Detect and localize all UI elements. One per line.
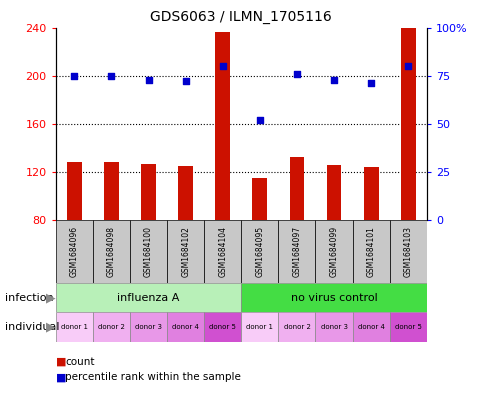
Point — [366, 80, 374, 86]
Text: donor 5: donor 5 — [394, 324, 421, 330]
Text: donor 3: donor 3 — [320, 324, 347, 330]
Bar — [166, 220, 204, 283]
Text: ▶: ▶ — [46, 321, 56, 334]
Bar — [215, 32, 230, 220]
Text: donor 3: donor 3 — [135, 324, 162, 330]
Bar — [67, 162, 82, 220]
Title: GDS6063 / ILMN_1705116: GDS6063 / ILMN_1705116 — [150, 10, 332, 24]
Text: GSM1684103: GSM1684103 — [403, 226, 412, 277]
Text: GSM1684096: GSM1684096 — [70, 226, 79, 277]
Bar — [130, 312, 166, 342]
Bar — [315, 220, 352, 283]
Point — [144, 76, 152, 83]
Text: ■: ■ — [56, 372, 66, 382]
Bar — [93, 312, 130, 342]
Bar — [352, 312, 389, 342]
Bar — [326, 165, 341, 220]
Text: GSM1684097: GSM1684097 — [292, 226, 301, 277]
Point — [70, 72, 78, 79]
Bar — [204, 312, 241, 342]
Point — [404, 63, 411, 69]
Bar — [56, 220, 93, 283]
Bar — [141, 163, 156, 220]
Text: infection: infection — [5, 293, 53, 303]
Bar — [204, 220, 241, 283]
Bar — [389, 312, 426, 342]
Bar — [93, 220, 130, 283]
Text: GSM1684099: GSM1684099 — [329, 226, 338, 277]
Text: donor 2: donor 2 — [283, 324, 310, 330]
Point — [218, 63, 226, 69]
Text: donor 4: donor 4 — [172, 324, 198, 330]
Text: GSM1684104: GSM1684104 — [218, 226, 227, 277]
Text: no virus control: no virus control — [290, 293, 377, 303]
Text: GSM1684101: GSM1684101 — [366, 226, 375, 277]
Bar — [241, 283, 426, 312]
Bar — [130, 220, 166, 283]
Bar — [241, 312, 278, 342]
Bar — [278, 312, 315, 342]
Bar — [166, 312, 204, 342]
Text: GSM1684102: GSM1684102 — [181, 226, 190, 277]
Bar — [389, 220, 426, 283]
Bar — [178, 166, 193, 220]
Text: GSM1684100: GSM1684100 — [144, 226, 153, 277]
Text: influenza A: influenza A — [117, 293, 180, 303]
Bar — [289, 158, 304, 220]
Text: ▶: ▶ — [46, 291, 56, 304]
Bar — [400, 28, 415, 220]
Point — [256, 117, 263, 123]
Bar — [56, 312, 93, 342]
Bar — [241, 220, 278, 283]
Point — [292, 71, 300, 77]
Text: donor 2: donor 2 — [98, 324, 124, 330]
Text: GSM1684095: GSM1684095 — [255, 226, 264, 277]
Text: donor 5: donor 5 — [209, 324, 236, 330]
Point — [182, 78, 189, 84]
Bar — [104, 162, 119, 220]
Bar — [278, 220, 315, 283]
Bar — [315, 312, 352, 342]
Text: donor 1: donor 1 — [60, 324, 88, 330]
Point — [330, 76, 337, 83]
Text: count: count — [65, 356, 95, 367]
Text: GSM1684098: GSM1684098 — [106, 226, 116, 277]
Text: donor 1: donor 1 — [246, 324, 273, 330]
Point — [107, 72, 115, 79]
Text: donor 4: donor 4 — [357, 324, 384, 330]
Bar — [352, 220, 389, 283]
Bar — [252, 178, 267, 220]
Text: ■: ■ — [56, 356, 66, 367]
Bar — [363, 167, 378, 220]
Text: percentile rank within the sample: percentile rank within the sample — [65, 372, 241, 382]
Text: individual: individual — [5, 322, 59, 332]
Bar — [56, 283, 241, 312]
